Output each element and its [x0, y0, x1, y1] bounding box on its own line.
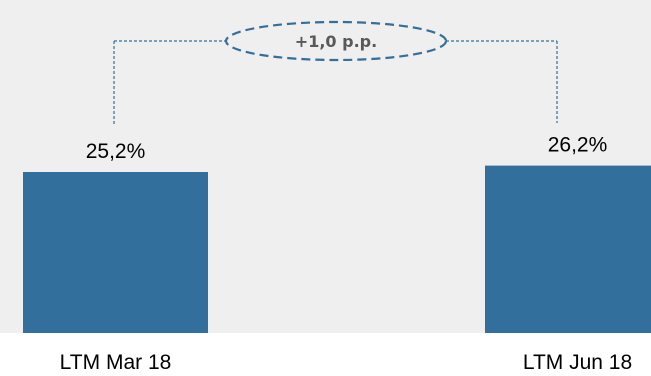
bar-1: [23, 172, 208, 333]
delta-annotation-ellipse: [224, 20, 448, 62]
category-label-1: LTM Mar 18: [60, 351, 172, 374]
bars-layer: [23, 165, 651, 333]
bar-2: [485, 165, 651, 333]
annotation-connector: [113, 40, 558, 124]
labels-layer: 25,2% LTM Mar 18 26,2% LTM Jun 18: [60, 134, 632, 374]
value-label-2: 26,2%: [548, 134, 608, 157]
category-label-2: LTM Jun 18: [523, 351, 632, 374]
delta-annotation-label: +1,0 p.p.: [295, 32, 377, 51]
value-label-1: 25,2%: [86, 140, 146, 163]
